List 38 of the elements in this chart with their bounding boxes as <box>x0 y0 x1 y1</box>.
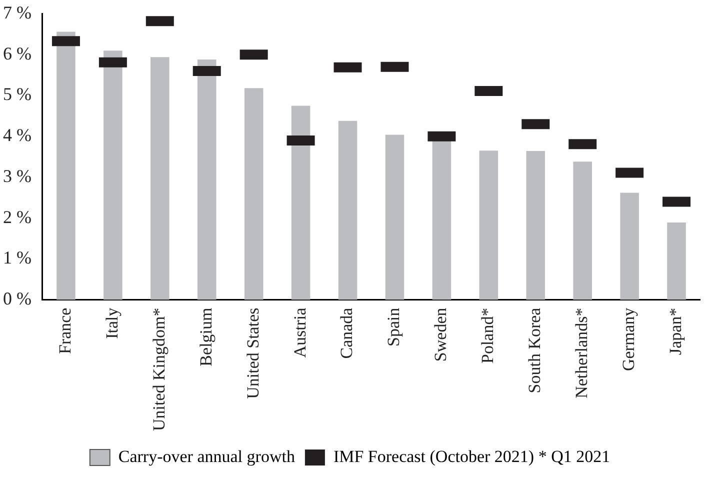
y-tick-label: 0 % <box>2 288 32 308</box>
y-tick-label: 2 % <box>2 206 32 227</box>
y-tick-label: 4 % <box>2 125 32 146</box>
x-tick-label: United States <box>243 308 262 399</box>
x-tick-label: Canada <box>337 307 356 359</box>
bar <box>244 88 264 300</box>
bar <box>56 32 76 300</box>
bar <box>338 120 358 300</box>
x-tick-label: South Korea <box>525 307 544 394</box>
y-tick-label: 1 % <box>2 248 32 268</box>
legend-label: IMF Forecast (October 2021) * Q1 2021 <box>333 446 610 466</box>
x-tick-label: Spain <box>384 307 404 346</box>
x-tick-label: Sweden <box>431 307 450 362</box>
y-tick-label: 3 % <box>2 166 32 186</box>
bar <box>573 162 592 300</box>
x-tick-label: Austria <box>290 307 310 358</box>
y-tick-label: 5 % <box>2 84 32 104</box>
x-tick-label: Poland* <box>478 308 498 364</box>
x-tick-label: Belgium <box>196 308 216 366</box>
x-tick-label: Germany <box>619 307 638 372</box>
bar <box>291 106 310 300</box>
x-tick-label: Netherlands* <box>572 308 592 398</box>
bar <box>479 150 498 300</box>
bar <box>150 57 170 300</box>
bar <box>104 50 122 300</box>
bar <box>385 134 404 300</box>
x-tick-label: Japan* <box>666 308 685 355</box>
x-tick-label: France <box>55 308 74 354</box>
legend-label: Carry-over annual growth <box>118 446 296 466</box>
x-tick-label: Italy <box>102 307 122 339</box>
bar <box>526 151 546 300</box>
bar <box>620 192 639 300</box>
y-tick-label: 7 % <box>2 2 32 23</box>
y-tick-label: 6 % <box>2 43 32 64</box>
bar <box>667 222 686 300</box>
bar <box>197 60 216 300</box>
x-tick-label: United Kingdom* <box>149 308 168 432</box>
bar <box>432 140 452 300</box>
